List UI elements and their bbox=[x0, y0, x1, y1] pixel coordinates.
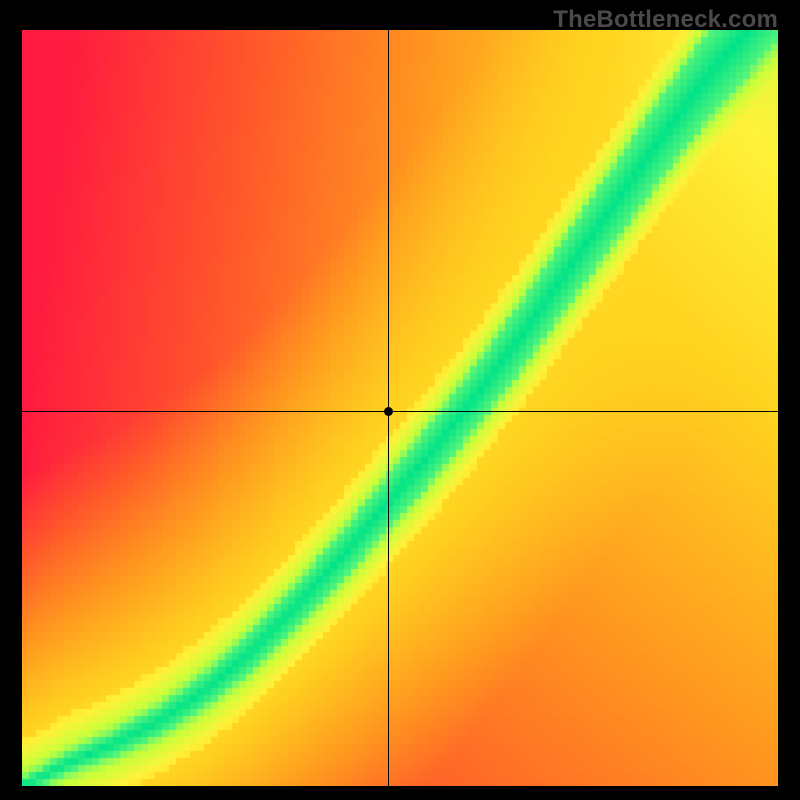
chart-container: TheBottleneck.com bbox=[0, 0, 800, 800]
heatmap-canvas bbox=[22, 30, 778, 786]
heatmap-plot bbox=[22, 30, 778, 786]
crosshair-horizontal bbox=[22, 411, 778, 412]
